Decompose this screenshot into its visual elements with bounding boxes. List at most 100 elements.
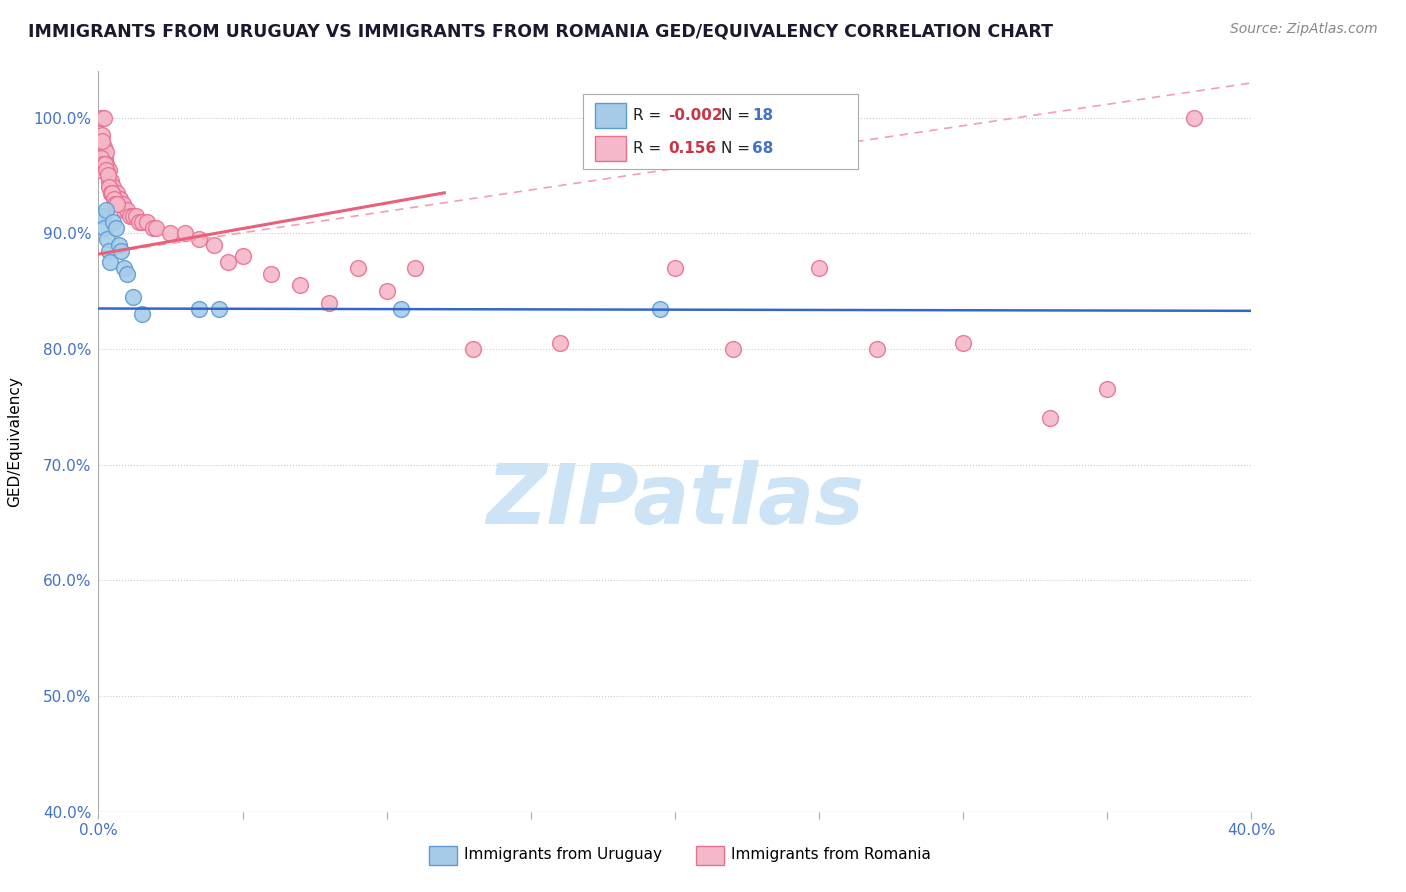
- Point: [188, 232, 211, 246]
- Point: [94, 203, 117, 218]
- Text: -0.002: -0.002: [668, 109, 723, 123]
- Point: [96, 162, 118, 177]
- Point: [91, 157, 114, 171]
- Point: [131, 307, 153, 321]
- Point: [96, 157, 118, 171]
- Point: [104, 197, 127, 211]
- Point: [101, 215, 124, 229]
- Point: [108, 192, 131, 206]
- Point: [94, 157, 117, 171]
- Text: ZIPatlas: ZIPatlas: [486, 460, 863, 541]
- Point: [112, 203, 135, 218]
- Point: [145, 220, 167, 235]
- Text: 68: 68: [752, 142, 773, 156]
- Point: [101, 180, 124, 194]
- Point: [90, 151, 112, 165]
- Point: [107, 238, 129, 252]
- Point: [97, 244, 120, 258]
- Point: [94, 145, 117, 160]
- Point: [463, 342, 485, 356]
- Point: [952, 336, 974, 351]
- Point: [128, 215, 150, 229]
- Point: [93, 220, 115, 235]
- Text: N =: N =: [721, 142, 755, 156]
- Point: [103, 186, 125, 200]
- Point: [96, 232, 118, 246]
- Text: N =: N =: [721, 109, 755, 123]
- Point: [548, 336, 571, 351]
- Point: [1097, 383, 1119, 397]
- Point: [389, 301, 412, 316]
- Point: [90, 128, 112, 142]
- Point: [120, 209, 142, 223]
- Point: [231, 250, 254, 264]
- Point: [117, 203, 139, 218]
- Point: [97, 169, 120, 183]
- Point: [188, 301, 211, 316]
- Point: [91, 134, 114, 148]
- Text: Immigrants from Uruguay: Immigrants from Uruguay: [464, 847, 662, 862]
- Point: [208, 301, 231, 316]
- Text: 18: 18: [752, 109, 773, 123]
- Point: [91, 209, 114, 223]
- Point: [131, 215, 153, 229]
- Point: [93, 111, 115, 125]
- Point: [98, 180, 121, 194]
- Point: [105, 197, 128, 211]
- Point: [100, 174, 122, 188]
- Point: [375, 284, 398, 298]
- Point: [110, 197, 132, 211]
- Point: [125, 209, 148, 223]
- Point: [1182, 111, 1205, 125]
- Point: [808, 260, 831, 275]
- Point: [104, 220, 127, 235]
- Point: [96, 162, 118, 177]
- Text: R =: R =: [633, 109, 666, 123]
- Point: [98, 180, 121, 194]
- Point: [107, 192, 129, 206]
- Point: [1039, 411, 1062, 425]
- Point: [98, 174, 121, 188]
- Point: [202, 238, 225, 252]
- Point: [104, 192, 127, 206]
- Point: [93, 139, 115, 153]
- Point: [122, 290, 145, 304]
- Point: [89, 162, 111, 177]
- Point: [318, 295, 340, 310]
- Point: [105, 186, 128, 200]
- Point: [101, 186, 124, 200]
- Text: 0.156: 0.156: [668, 142, 716, 156]
- Point: [97, 162, 120, 177]
- Point: [100, 186, 122, 200]
- Point: [290, 278, 312, 293]
- Point: [90, 111, 112, 125]
- Text: Source: ZipAtlas.com: Source: ZipAtlas.com: [1230, 22, 1378, 37]
- Point: [94, 151, 117, 165]
- Point: [347, 260, 370, 275]
- Point: [110, 244, 132, 258]
- Text: IMMIGRANTS FROM URUGUAY VS IMMIGRANTS FROM ROMANIA GED/EQUIVALENCY CORRELATION C: IMMIGRANTS FROM URUGUAY VS IMMIGRANTS FR…: [28, 22, 1053, 40]
- Point: [174, 227, 197, 241]
- Point: [111, 197, 134, 211]
- Point: [217, 255, 239, 269]
- Y-axis label: GED/Equivalency: GED/Equivalency: [7, 376, 22, 507]
- Point: [122, 209, 145, 223]
- Text: Immigrants from Romania: Immigrants from Romania: [731, 847, 931, 862]
- Point: [721, 342, 744, 356]
- Point: [97, 169, 120, 183]
- Point: [98, 255, 121, 269]
- Point: [103, 192, 125, 206]
- Text: R =: R =: [633, 142, 666, 156]
- Point: [405, 260, 427, 275]
- Point: [260, 267, 283, 281]
- Point: [117, 267, 139, 281]
- Point: [136, 215, 159, 229]
- Point: [91, 145, 114, 160]
- Point: [650, 301, 672, 316]
- Point: [112, 260, 135, 275]
- Point: [664, 260, 686, 275]
- Point: [142, 220, 165, 235]
- Point: [866, 342, 889, 356]
- Point: [100, 186, 122, 200]
- Point: [159, 227, 181, 241]
